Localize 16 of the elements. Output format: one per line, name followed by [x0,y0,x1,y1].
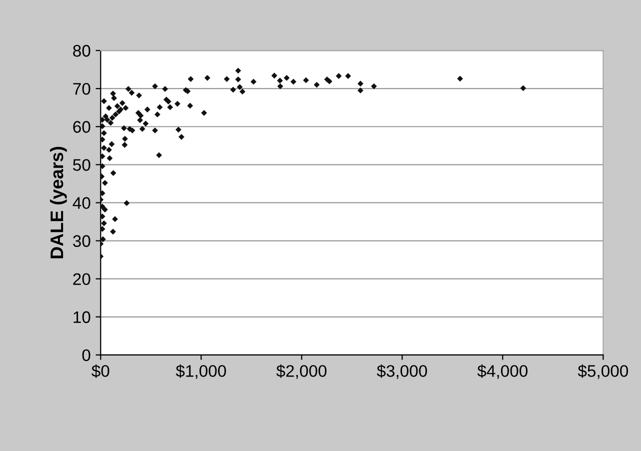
y-tick-label: 0 [82,349,90,362]
x-tick-label: $2,000 [276,364,326,379]
x-tick-label: $4,000 [477,364,528,379]
x-tick-label: $3,000 [376,364,427,379]
x-tick-label: $0 [92,364,110,378]
y-tick-label: 60 [73,121,90,133]
x-tick-label: $1,000 [176,364,226,379]
y-tick-label: 30 [73,235,90,247]
y-tick-label: 50 [73,159,90,171]
y-axis-title: DALE (years) [50,146,67,258]
y-tick-label: 80 [73,44,90,57]
y-tick-label: 20 [73,273,90,286]
y-tick-label: 10 [74,311,90,324]
y-tick-label: 40 [72,197,90,209]
x-tick-label: $5,000 [578,364,628,379]
y-tick-label: 70 [73,82,90,95]
